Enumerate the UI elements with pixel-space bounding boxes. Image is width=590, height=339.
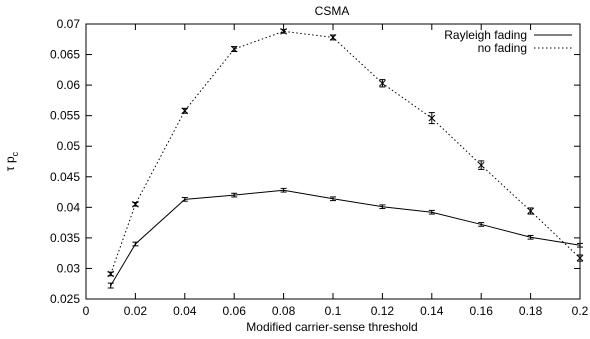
data-point — [184, 198, 186, 201]
data-point — [480, 223, 483, 226]
y-axis-title-text: τ pc — [3, 151, 20, 171]
legend-item-no-fading: no fading — [478, 41, 572, 55]
x-tick-label: 0 — [83, 304, 90, 318]
data-point — [332, 197, 334, 200]
data-point-stroke — [181, 107, 189, 115]
data-point-stroke — [132, 200, 139, 208]
data-point — [181, 107, 189, 115]
data-point-stroke — [280, 27, 287, 35]
data-point — [107, 270, 115, 278]
data-point-stroke — [230, 45, 238, 53]
x-tick-label: 0.18 — [519, 304, 543, 318]
y-tick-label: 0.025 — [50, 292, 80, 306]
x-tick-label: 0.06 — [223, 304, 247, 318]
y-tick-label: 0.04 — [57, 200, 81, 214]
y-tick-label: 0.03 — [57, 261, 81, 275]
data-point — [280, 27, 287, 35]
data-point — [431, 211, 433, 214]
plot-frame — [85, 23, 581, 300]
y-tick-label: 0.065 — [50, 48, 80, 62]
data-point — [529, 236, 532, 239]
series-no-fading — [107, 27, 584, 278]
legend-label: no fading — [478, 41, 527, 55]
data-point-stroke — [428, 114, 436, 122]
data-point — [329, 34, 337, 41]
y-tick-label: 0.045 — [50, 170, 80, 184]
data-point — [379, 79, 386, 87]
data-point — [230, 45, 238, 53]
data-point-stroke — [379, 79, 386, 87]
y-axis-title: τ pc — [3, 151, 20, 171]
data-point-stroke — [477, 161, 485, 169]
x-tick-label: 0.14 — [420, 304, 444, 318]
x-tick-label: 0.2 — [572, 304, 589, 318]
x-tick-label: 0.04 — [173, 304, 197, 318]
data-point-stroke — [527, 207, 534, 215]
data-point — [282, 189, 285, 192]
x-tick-label: 0.12 — [371, 304, 395, 318]
y-tick-label: 0.06 — [57, 78, 81, 92]
data-point — [381, 205, 384, 208]
y-tick-label: 0.035 — [50, 231, 80, 245]
ticks-layer: 0 0.02 0.04 0.06 0.08 0.1 0.12 0.14 0.16 0.18 0.2 0… — [50, 17, 589, 318]
data-point-stroke — [107, 270, 115, 278]
legend-item-rayleigh-fading: Rayleigh fading — [444, 28, 572, 42]
y-tick-label: 0.055 — [50, 109, 80, 123]
y-axis-title-subscript: c — [10, 151, 20, 156]
data-point-stroke — [329, 34, 337, 41]
y-tick-label: 0.07 — [57, 17, 81, 31]
data-point — [527, 207, 534, 215]
y-axis-title-main: τ p — [3, 156, 17, 171]
x-tick-label: 0.1 — [325, 304, 342, 318]
data-point — [134, 243, 137, 245]
x-axis-title: Modified carrier-sense threshold — [246, 320, 417, 334]
series-rayleigh-fading — [107, 187, 583, 289]
x-tick-label: 0.02 — [124, 304, 148, 318]
x-tick-label: 0.16 — [470, 304, 494, 318]
series-layer — [107, 27, 584, 289]
x-tick-label: 0.08 — [272, 304, 296, 318]
data-point — [428, 114, 436, 122]
legend-label: Rayleigh fading — [444, 28, 527, 42]
data-point — [233, 194, 235, 196]
data-point — [477, 161, 485, 169]
data-point — [109, 284, 112, 287]
chart-title: CSMA — [315, 4, 350, 18]
data-point — [132, 200, 139, 208]
y-tick-label: 0.05 — [57, 139, 81, 153]
